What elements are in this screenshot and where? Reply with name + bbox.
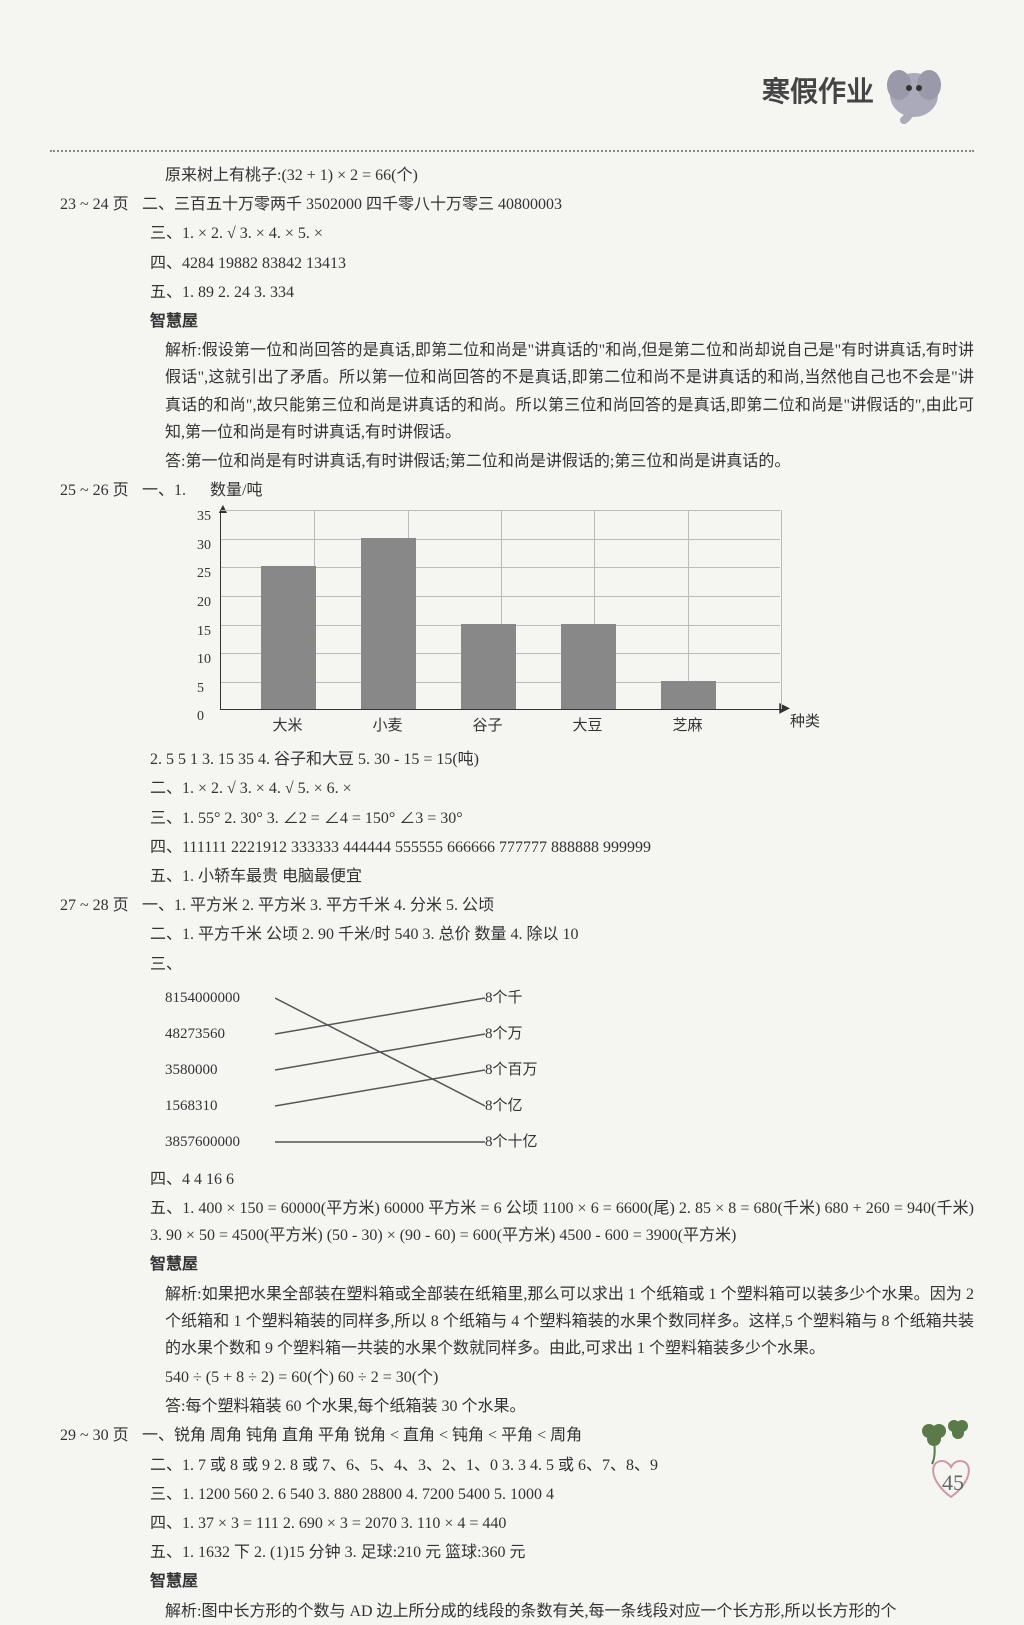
text-line: 答:每个塑料箱装 60 个水果,每个纸箱装 30 个水果。 [165,1393,974,1420]
chart-bar [261,566,316,709]
y-tick-label: 0 [197,709,204,725]
text-line: 二、1. 平方千米 公顷 2. 90 千米/时 540 3. 总价 数量 4. … [150,921,974,948]
chart-bar [661,681,716,710]
text-paragraph: 五、1. 400 × 150 = 60000(平方米) 60000 平方米 = … [150,1195,974,1249]
match-right-item: 8个万 [485,1016,538,1052]
chart-bar [561,624,616,710]
match-line [275,1034,485,1070]
match-left-item: 48273560 [165,1016,240,1052]
wisdom-label: 智慧屋 [150,1251,974,1278]
bar-chart: ▲ ▶ 05101520253035 种类 大米小麦谷子大豆芝麻 [190,510,974,740]
match-left-item: 8154000000 [165,980,240,1016]
section-29-30: 29 ~ 30 页 一、锐角 周角 钝角 直角 平角 锐角 < 直角 < 钝角 … [60,1422,974,1449]
wisdom-label: 智慧屋 [150,1568,974,1595]
chart-bar [461,624,516,710]
text-paragraph: 解析:假设第一位和尚回答的是真话,即第二位和尚是"讲真话的"和尚,但是第二位和尚… [165,337,974,446]
text-line: 二、三百五十万零两千 3502000 四千零八十万零三 40800003 [142,196,562,213]
y-tick-label: 5 [197,681,204,697]
title-badge: 寒假作业 [762,70,874,110]
page-range-label: 27 ~ 28 页 [60,892,138,919]
y-tick-label: 35 [197,509,211,525]
chart-bar [361,538,416,709]
header-divider [50,150,974,152]
y-tick-label: 10 [197,652,211,668]
page-range-label: 25 ~ 26 页 [60,477,138,504]
text-line: 三、1. × 2. √ 3. × 4. × 5. × [150,220,974,247]
wisdom-label: 智慧屋 [150,308,974,335]
match-right-item: 8个十亿 [485,1124,538,1160]
x-tick-label: 大豆 [572,714,602,735]
text-paragraph: 解析:如果把水果全部装在塑料箱或全部装在纸箱里,那么可以求出 1 个纸箱或 1 … [165,1281,974,1363]
content-body: 原来树上有桃子:(32 + 1) × 2 = 66(个) 23 ~ 24 页 二… [50,162,974,1625]
match-line [275,1070,485,1106]
text-line: 四、4 4 16 6 [150,1166,974,1193]
y-tick-label: 15 [197,624,211,640]
text-line: 四、4284 19882 83842 13413 [150,250,974,277]
y-tick-label: 20 [197,595,211,611]
matching-diagram: 8154000000482735603580000156831038576000… [165,980,974,1160]
page-number: 45 [942,1470,964,1496]
match-right-item: 8个百万 [485,1052,538,1088]
x-tick-label: 芝麻 [672,714,702,735]
text-line: 四、111111 2221912 333333 444444 555555 66… [150,834,974,861]
elephant-icon [874,50,954,130]
gridline [781,510,782,709]
chart-y-title-inline: 数量/吨 [210,482,262,499]
text-line: 一、1. [142,482,186,499]
match-left-column: 8154000000482735603580000156831038576000… [165,980,240,1160]
match-left-item: 3857600000 [165,1124,240,1160]
page-range-label: 29 ~ 30 页 [60,1422,138,1449]
page-range-label: 23 ~ 24 页 [60,191,138,218]
text-line: 四、1. 37 × 3 = 111 2. 690 × 3 = 2070 3. 1… [150,1510,974,1537]
match-right-column: 8个千8个万8个百万8个亿8个十亿 [485,980,538,1160]
text-line: 二、1. × 2. √ 3. × 4. √ 5. × 6. × [150,775,974,802]
y-tick-label: 25 [197,566,211,582]
text-line: 2. 5 5 1 3. 15 35 4. 谷子和大豆 5. 30 - 15 = … [150,746,974,773]
match-lines [275,980,485,1160]
text-line: 540 ÷ (5 + 8 ÷ 2) = 60(个) 60 ÷ 2 = 30(个) [165,1364,974,1391]
text-line: 五、1. 89 2. 24 3. 334 [150,279,974,306]
text-line: 一、1. 平方米 2. 平方米 3. 平方千米 4. 分米 5. 公顷 [142,897,494,914]
match-left-item: 3580000 [165,1052,240,1088]
match-right-item: 8个千 [485,980,538,1016]
match-line [275,998,485,1034]
x-tick-label: 谷子 [472,714,502,735]
page-header: 寒假作业 [50,40,974,140]
section-27-28: 27 ~ 28 页 一、1. 平方米 2. 平方米 3. 平方千米 4. 分米 … [60,892,974,919]
chart-x-title: 种类 [790,710,820,731]
text-line: 答:第一位和尚是有时讲真话,有时讲假话;第二位和尚是讲假话的;第三位和尚是讲真话… [165,448,974,475]
text-line: 解析:图中长方形的个数与 AD 边上所分成的线段的条数有关,每一条线段对应一个长… [165,1598,974,1625]
text-line: 三、1. 55° 2. 30° 3. ∠2 = ∠4 = 150° ∠3 = 3… [150,805,974,832]
text-line: 五、1. 小轿车最贵 电脑最便宜 [150,863,974,890]
section-25-26: 25 ~ 26 页 一、1. 数量/吨 [60,477,974,504]
x-tick-label: 大米 [272,714,302,735]
gridline [688,510,689,709]
match-left-item: 1568310 [165,1088,240,1124]
text-line: 一、锐角 周角 钝角 直角 平角 锐角 < 直角 < 钝角 < 平角 < 周角 [142,1427,582,1444]
match-right-item: 8个亿 [485,1088,538,1124]
text-line: 五、1. 1632 下 2. (1)15 分钟 3. 足球:210 元 篮球:3… [150,1539,974,1566]
text-line: 二、1. 7 或 8 或 9 2. 8 或 7、6、5、4、3、2、1、0 3.… [150,1452,974,1479]
text-line: 原来树上有桃子:(32 + 1) × 2 = 66(个) [165,162,974,189]
section-23-24: 23 ~ 24 页 二、三百五十万零两千 3502000 四千零八十万零三 40… [60,191,974,218]
x-tick-label: 小麦 [372,714,402,735]
text-line: 三、 [150,951,974,978]
y-tick-label: 30 [197,538,211,554]
text-line: 三、1. 1200 560 2. 6 540 3. 880 28800 4. 7… [150,1481,974,1508]
